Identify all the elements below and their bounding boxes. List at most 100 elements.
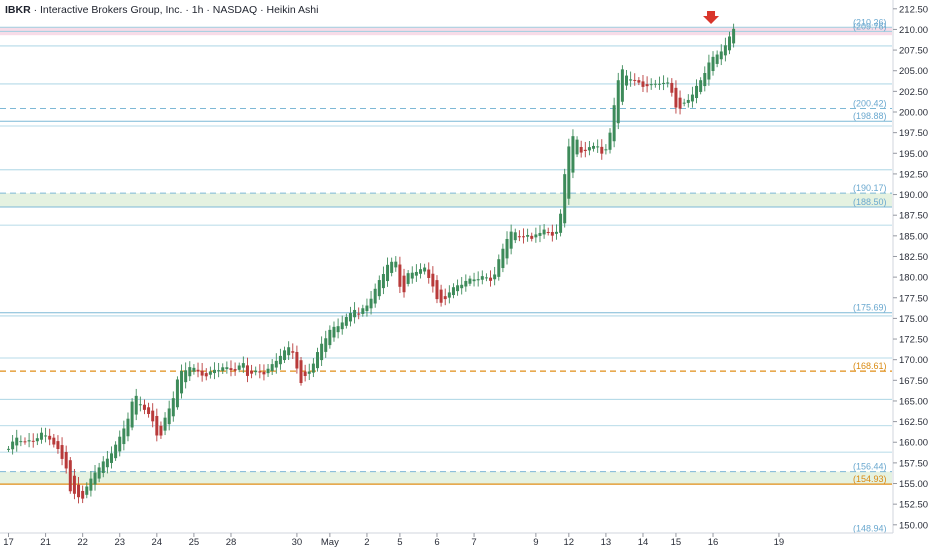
candle <box>332 321 336 342</box>
candle-body <box>316 352 319 369</box>
signal-marker <box>703 11 720 25</box>
candle-body <box>550 232 554 236</box>
candle <box>493 266 497 286</box>
candle <box>27 433 31 448</box>
candle-body <box>110 453 113 463</box>
candle-body <box>377 280 381 297</box>
candle <box>188 361 192 381</box>
candle-body <box>419 269 422 274</box>
candle-body <box>23 441 27 443</box>
symbol: IBKR <box>5 4 31 16</box>
candle-body <box>431 273 435 287</box>
candle <box>719 44 723 66</box>
candle <box>241 356 245 373</box>
candle-body <box>406 273 410 284</box>
candle <box>171 391 175 422</box>
candle-body <box>534 234 538 238</box>
candle <box>435 275 439 304</box>
candle <box>690 86 694 108</box>
level-label-1: (209.76) <box>853 21 887 31</box>
candle-body <box>188 367 192 377</box>
candle-body <box>15 437 19 446</box>
candle <box>159 421 163 439</box>
candle <box>530 232 534 242</box>
candle-body <box>324 338 328 352</box>
candle <box>542 224 546 239</box>
candle-body <box>225 367 229 370</box>
candle-body <box>381 274 385 289</box>
candle <box>625 70 628 91</box>
candle <box>612 97 616 148</box>
candle <box>645 76 649 93</box>
candle-body <box>497 259 501 277</box>
candle-body <box>666 82 670 84</box>
price-tick-label: 175.00 <box>899 314 928 325</box>
price-tick-label: 157.50 <box>899 458 928 469</box>
price-tick-label: 187.50 <box>899 211 928 222</box>
candle-body <box>682 102 686 104</box>
candle <box>620 65 624 106</box>
candle <box>200 363 204 382</box>
candle-body <box>200 370 204 376</box>
price-zones <box>0 27 892 485</box>
candle <box>72 468 76 500</box>
candle <box>167 400 171 431</box>
candle-body <box>114 444 118 459</box>
candle <box>233 362 237 376</box>
candle <box>451 283 455 299</box>
candle-body <box>27 440 31 442</box>
candle <box>447 285 451 304</box>
time-tick-label: May <box>321 537 339 548</box>
price-tick-label: 185.00 <box>899 231 928 242</box>
candle <box>336 318 340 339</box>
time-tick-label: 6 <box>434 537 439 548</box>
level-label-9: (154.93) <box>853 474 887 484</box>
candle-body <box>398 264 402 287</box>
time-tick-label: 5 <box>397 537 402 548</box>
candle <box>307 363 311 381</box>
price-tick-label: 177.50 <box>899 293 928 304</box>
candle <box>274 353 278 374</box>
candle-body <box>501 248 505 269</box>
candle-body <box>163 417 167 431</box>
candle-body <box>97 467 101 479</box>
candle <box>287 341 291 361</box>
candle <box>398 256 402 294</box>
price-tick-label: 202.50 <box>899 87 928 98</box>
price-axis[interactable]: 150.00 152.50 155.00 157.50 160.00 162.50 165.… <box>892 0 932 550</box>
candle <box>629 71 633 87</box>
candle-body <box>443 296 447 300</box>
candle-body <box>93 472 97 485</box>
candle <box>522 228 525 244</box>
price-tick-label: 167.50 <box>899 376 928 387</box>
candle-body <box>493 274 497 280</box>
candle <box>517 230 521 242</box>
candle <box>369 291 373 315</box>
candle-body <box>373 288 377 304</box>
candle-body <box>81 490 85 499</box>
candle <box>344 313 348 329</box>
candle <box>365 298 369 317</box>
candle <box>85 482 89 499</box>
candle-body <box>85 486 89 495</box>
time-axis[interactable]: 17 21 22 23 24 25 28 30 May 2 5 6 7 9 12 13 14 15 16 19 <box>0 532 893 548</box>
level-label-10: (148.94) <box>853 524 887 534</box>
candle-body <box>167 408 171 425</box>
candle-body <box>728 36 731 51</box>
candle-body <box>670 82 674 93</box>
candle-body <box>447 292 451 298</box>
candle-body <box>278 355 282 365</box>
price-tick-label: 212.50 <box>899 4 928 15</box>
candle <box>538 225 542 243</box>
candle-body <box>147 407 151 414</box>
candle <box>175 376 179 410</box>
candle-body <box>464 280 468 287</box>
candle-body <box>641 81 645 87</box>
candle-body <box>196 369 200 372</box>
candle-body <box>390 261 394 273</box>
candle <box>707 54 711 86</box>
candle-body <box>221 367 225 371</box>
candle-body <box>579 147 583 153</box>
candle-body <box>637 80 641 83</box>
